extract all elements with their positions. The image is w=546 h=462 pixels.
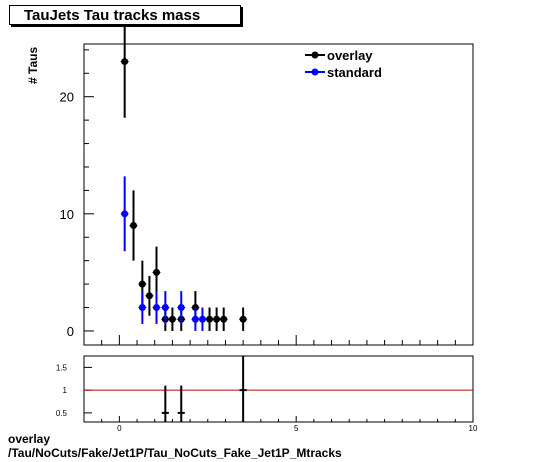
footer-path-label: /Tau/NoCuts/Fake/Jet1P/Tau_NoCuts_Fake_J… — [8, 446, 342, 460]
ratio-y-tick-label: 1.5 — [56, 363, 68, 372]
y-axis-label: # Taus — [26, 47, 40, 84]
overlay-point — [130, 222, 138, 230]
legend-standard-label: standard — [327, 65, 382, 80]
standard-point — [198, 315, 206, 323]
overlay-point — [152, 268, 160, 276]
chart-title: TauJets Tau tracks mass — [9, 5, 241, 25]
x-tick-label: 0 — [117, 424, 122, 433]
ratio-plot-frame — [83, 355, 474, 423]
standard-point — [152, 304, 160, 312]
standard-point — [177, 304, 185, 312]
overlay-point — [168, 315, 176, 323]
legend-overlay-marker — [311, 51, 319, 59]
ratio-axes: 0.5 1 1.5 0 5 10 — [56, 363, 478, 433]
overlay-point — [206, 315, 214, 323]
y-tick-label: 20 — [60, 90, 74, 105]
footer-overlay-label: overlay — [8, 432, 51, 446]
ratio-data-points — [161, 356, 247, 422]
standard-point — [191, 315, 199, 323]
standard-point — [138, 304, 146, 312]
overlay-point — [145, 292, 153, 300]
legend-standard-marker — [311, 68, 319, 76]
main-axes: 0 10 20 — [60, 49, 474, 345]
y-tick-label: 0 — [67, 324, 74, 339]
x-tick-label: 10 — [469, 424, 478, 433]
standard-point — [161, 304, 169, 312]
overlay-point — [220, 315, 228, 323]
y-tick-label: 10 — [60, 207, 74, 222]
overlay-point — [213, 315, 221, 323]
legend: overlay standard — [305, 48, 382, 80]
main-data-points — [120, 5, 248, 331]
x-tick-label: 5 — [294, 424, 299, 433]
ratio-y-tick-label: 1 — [63, 386, 68, 395]
ratio-y-tick-label: 0.5 — [56, 409, 68, 418]
overlay-point — [121, 58, 129, 66]
legend-overlay-label: overlay — [327, 48, 373, 63]
overlay-point — [239, 315, 247, 323]
standard-point — [121, 210, 129, 218]
overlay-point — [138, 280, 146, 288]
